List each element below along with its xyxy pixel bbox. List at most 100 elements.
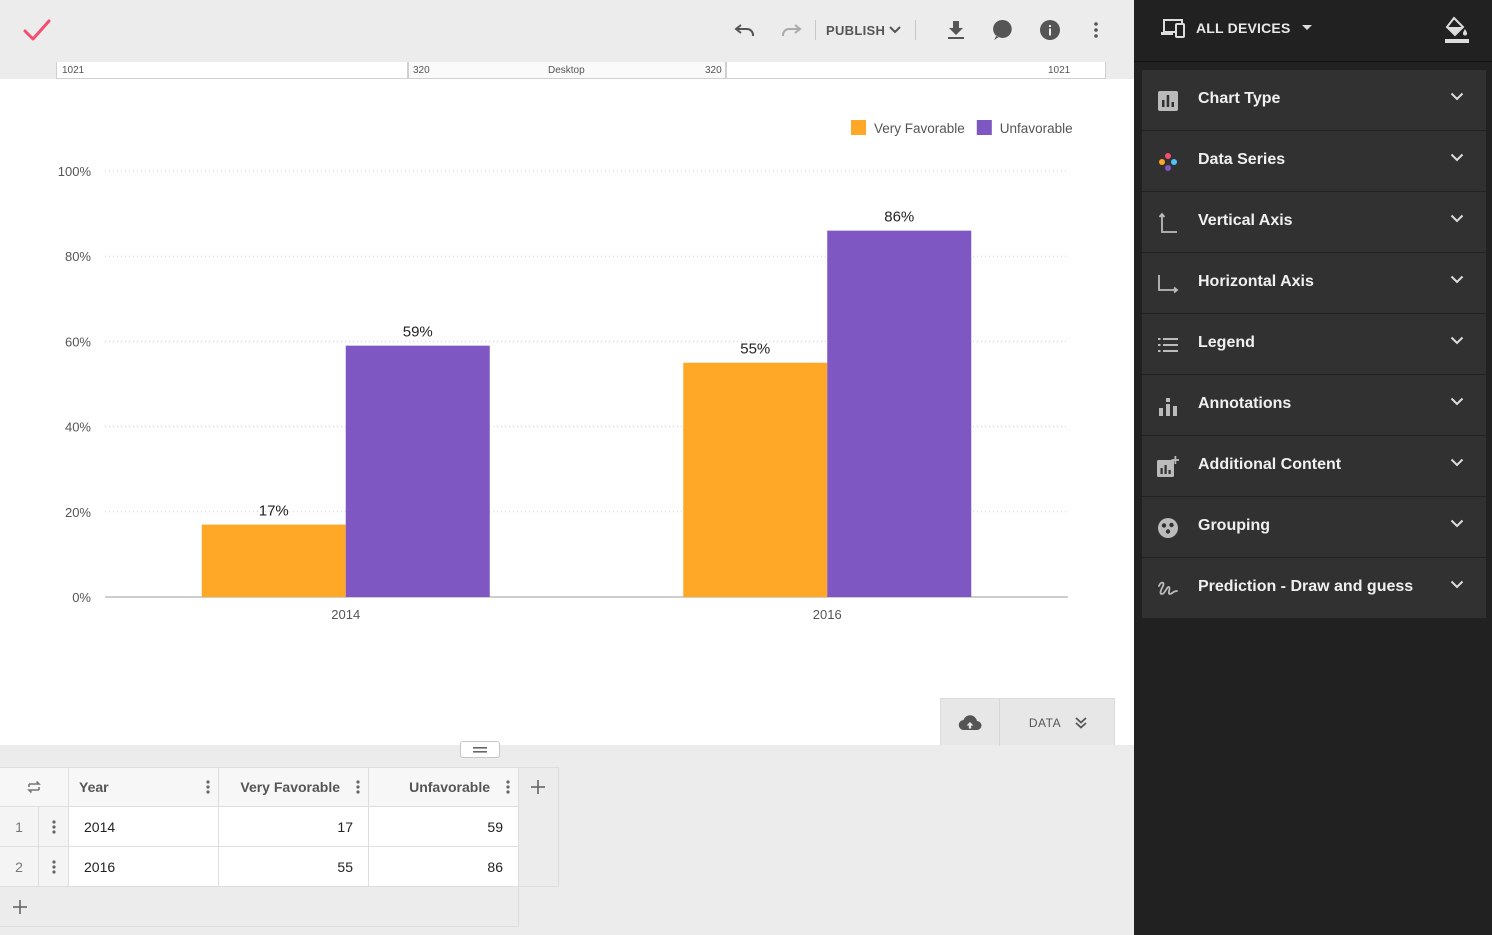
y-tick-label: 80% (65, 249, 91, 264)
swap-rows-columns-icon[interactable] (0, 767, 69, 807)
panel-label: Prediction - Draw and guess (1198, 578, 1414, 595)
horizontal-axis-icon (1157, 273, 1179, 295)
panel-vertical-axis[interactable]: Vertical Axis (1142, 192, 1486, 253)
dropdown-arrow-icon (1301, 25, 1312, 30)
panel-label: Annotations (1198, 395, 1292, 412)
ruler-segment[interactable] (726, 62, 1106, 79)
settings-sidebar: ALL DEVICES Chart Type Data Series Verti… (1134, 0, 1492, 935)
column-header-label: Very Favorable (240, 779, 340, 795)
bar[interactable] (201, 524, 346, 597)
legend-label[interactable]: Very Favorable (874, 121, 965, 136)
bar[interactable] (683, 362, 828, 597)
column-header-year[interactable]: Year (69, 767, 219, 807)
table-cell[interactable]: 59 (369, 807, 519, 847)
chevron-down-icon (1450, 275, 1464, 284)
data-label: DATA (1028, 715, 1062, 730)
data-label: 55% (740, 341, 770, 358)
panel-data-series[interactable]: Data Series (1142, 131, 1486, 192)
data-label: 17% (259, 503, 289, 520)
column-header-unfavorable[interactable]: Unfavorable (369, 767, 519, 807)
device-ruler: 1021 320 Desktop 320 1021 (0, 62, 1134, 79)
column-menu-icon[interactable] (498, 780, 518, 794)
chevron-down-icon (1450, 214, 1464, 223)
toolbar-divider (815, 20, 816, 40)
device-selector[interactable]: ALL DEVICES (1160, 18, 1313, 38)
chart-canvas: 0% 20% 40% 60% 80% 100% 17% 59% 2014 55% 86% 2016 Ve… (0, 79, 1134, 745)
row-menu-icon[interactable] (39, 807, 69, 847)
panel-label: Vertical Axis (1198, 212, 1293, 229)
chart-editor: PUBLISH 1021 320 Desktop 320 1021 0% 20% 4… (0, 15, 1134, 927)
legend-label[interactable]: Unfavorable (1000, 121, 1073, 136)
more-vert-icon[interactable] (1082, 15, 1110, 45)
undo-icon[interactable] (731, 15, 759, 45)
sidebar-header: ALL DEVICES (1134, 0, 1492, 62)
panel-prediction[interactable]: Prediction - Draw and guess (1142, 558, 1486, 619)
grouping-icon (1157, 517, 1179, 539)
ruler-segment-desktop[interactable] (408, 62, 726, 79)
column-menu-icon[interactable] (348, 780, 368, 794)
panel-chart-type[interactable]: Chart Type (1142, 70, 1486, 131)
column-header-label: Year (79, 779, 109, 795)
add-row-button[interactable] (0, 887, 519, 927)
panel-annotations[interactable]: Annotations (1142, 375, 1486, 436)
panel-horizontal-axis[interactable]: Horizontal Axis (1142, 253, 1486, 314)
row-menu-icon[interactable] (39, 847, 69, 887)
table-cell[interactable]: 86 (369, 847, 519, 887)
table-cell[interactable]: 17 (219, 807, 369, 847)
column-header-very-favorable[interactable]: Very Favorable (219, 767, 369, 807)
panel-grouping[interactable]: Grouping (1142, 497, 1486, 558)
y-tick-label: 100% (58, 164, 92, 179)
data-label: 59% (403, 324, 433, 341)
column-menu-icon[interactable] (198, 780, 218, 794)
data-label: 86% (884, 209, 914, 226)
row-number: 1 (0, 807, 39, 847)
comment-icon[interactable] (989, 15, 1017, 45)
ruler-label: 1021 (62, 65, 85, 76)
table-cell[interactable]: 2014 (69, 807, 219, 847)
palette-icon (1157, 151, 1179, 173)
ruler-segment[interactable] (56, 62, 408, 79)
data-toggle-bar: DATA (940, 698, 1115, 746)
cloud-upload-icon[interactable] (941, 699, 1000, 746)
column-header-label: Unfavorable (409, 779, 490, 795)
y-tick-label: 20% (65, 505, 91, 520)
plus-icon (531, 780, 545, 794)
bar-chart[interactable]: 0% 20% 40% 60% 80% 100% 17% 59% 2014 55% 86% 2016 Ve… (0, 79, 1134, 745)
check-icon[interactable] (22, 16, 52, 44)
vertical-axis-icon (1157, 212, 1179, 234)
devices-label: ALL DEVICES (1196, 20, 1291, 36)
add-column-button[interactable] (519, 767, 559, 887)
download-icon[interactable] (942, 15, 970, 45)
x-tick-label: 2016 (813, 607, 842, 622)
y-tick-label: 40% (65, 420, 91, 435)
info-icon[interactable] (1036, 15, 1064, 45)
panel-legend[interactable]: Legend (1142, 314, 1486, 375)
chevron-down-icon (1450, 336, 1464, 345)
resize-handle[interactable] (460, 741, 500, 758)
ruler-label: 320 (413, 65, 430, 76)
list-icon (1157, 334, 1179, 356)
bar[interactable] (345, 345, 490, 597)
legend-swatch (976, 120, 992, 135)
table-cell[interactable]: 2016 (69, 847, 219, 887)
toolbar-divider (915, 20, 916, 40)
gesture-icon (1157, 578, 1179, 600)
publish-label: PUBLISH (826, 22, 886, 38)
x-tick-label: 2014 (331, 607, 360, 622)
panel-additional-content[interactable]: Additional Content (1142, 436, 1486, 497)
chevron-down-icon (1450, 580, 1464, 589)
panel-label: Additional Content (1198, 456, 1342, 473)
y-tick-label: 0% (72, 590, 91, 605)
add-chart-icon (1157, 456, 1179, 478)
paint-bucket-icon[interactable] (1444, 16, 1470, 49)
legend-swatch (851, 120, 866, 135)
devices-icon (1161, 19, 1185, 38)
chevron-down-icon (1450, 92, 1464, 101)
bar[interactable] (827, 230, 972, 597)
publish-button[interactable]: PUBLISH (826, 17, 901, 43)
annotations-icon (1157, 395, 1179, 417)
y-tick-label: 60% (65, 334, 91, 349)
data-toggle-button[interactable]: DATA (1001, 699, 1115, 746)
redo-icon[interactable] (777, 15, 805, 45)
table-cell[interactable]: 55 (219, 847, 369, 887)
